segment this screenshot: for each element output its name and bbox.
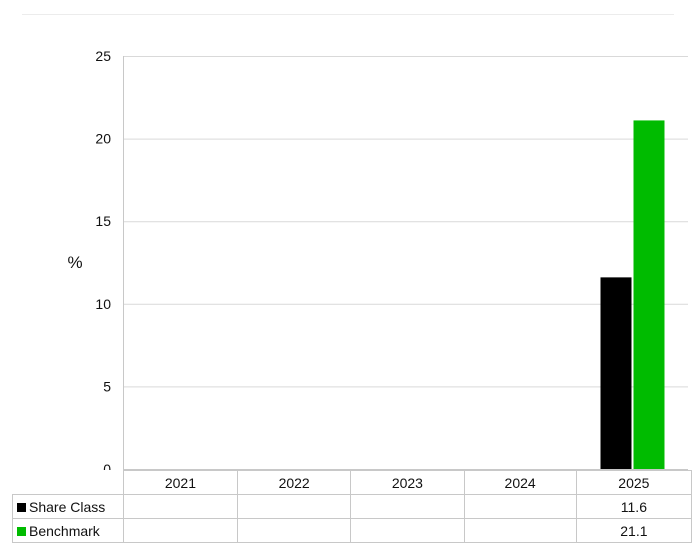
data-table: 2021 2022 2023 2024 2025 Share Class 11.6 Benc… xyxy=(12,470,692,543)
table-cell-value xyxy=(350,518,465,543)
y-tick-label: 0 xyxy=(103,461,111,470)
table-row: Benchmark 21.1 xyxy=(12,518,692,543)
table-header-year: 2024 xyxy=(463,470,577,495)
table-corner xyxy=(12,470,124,495)
top-divider xyxy=(22,14,674,15)
y-tick-label: 25 xyxy=(95,48,111,64)
table-row: Share Class 11.6 xyxy=(12,494,692,519)
table-cell-value xyxy=(122,518,239,543)
table-cell-value xyxy=(350,494,465,519)
bar-chart: 0 5 10 15 20 25 % xyxy=(67,48,688,470)
y-axis-ticks: 0 5 10 15 20 25 xyxy=(95,48,111,470)
y-tick-label: 10 xyxy=(95,296,111,312)
table-header-year: 2021 xyxy=(122,470,239,495)
table-cell-value xyxy=(122,494,239,519)
gridlines xyxy=(123,56,688,470)
legend-swatch xyxy=(17,502,26,512)
y-tick-label: 15 xyxy=(95,213,111,229)
legend-swatch xyxy=(17,526,26,536)
table-header-year: 2025 xyxy=(575,470,692,495)
y-tick-label: 5 xyxy=(103,378,111,394)
y-axis-label: % xyxy=(67,253,82,272)
table-cell-value xyxy=(463,518,577,543)
table-header-year: 2022 xyxy=(237,470,352,495)
bar-share-class-2025 xyxy=(600,277,632,469)
table-cell-value: 21.1 xyxy=(575,518,692,543)
table-cell-value xyxy=(237,518,352,543)
table-cell-value xyxy=(463,494,577,519)
table-row-label: Benchmark xyxy=(12,518,124,543)
table-header-year: 2023 xyxy=(350,470,465,495)
legend-label: Benchmark xyxy=(29,522,100,539)
table-body: Share Class 11.6 Benchmark 21.1 xyxy=(12,494,692,543)
bar-benchmark-2025 xyxy=(633,120,665,469)
table-header-row: 2021 2022 2023 2024 2025 xyxy=(12,470,692,495)
table-row-label: Share Class xyxy=(12,494,124,519)
table-cell-value: 11.6 xyxy=(575,494,692,519)
y-tick-label: 20 xyxy=(95,131,111,147)
legend-label: Share Class xyxy=(29,498,106,515)
bars xyxy=(600,120,665,469)
table-cell-value xyxy=(237,494,352,519)
